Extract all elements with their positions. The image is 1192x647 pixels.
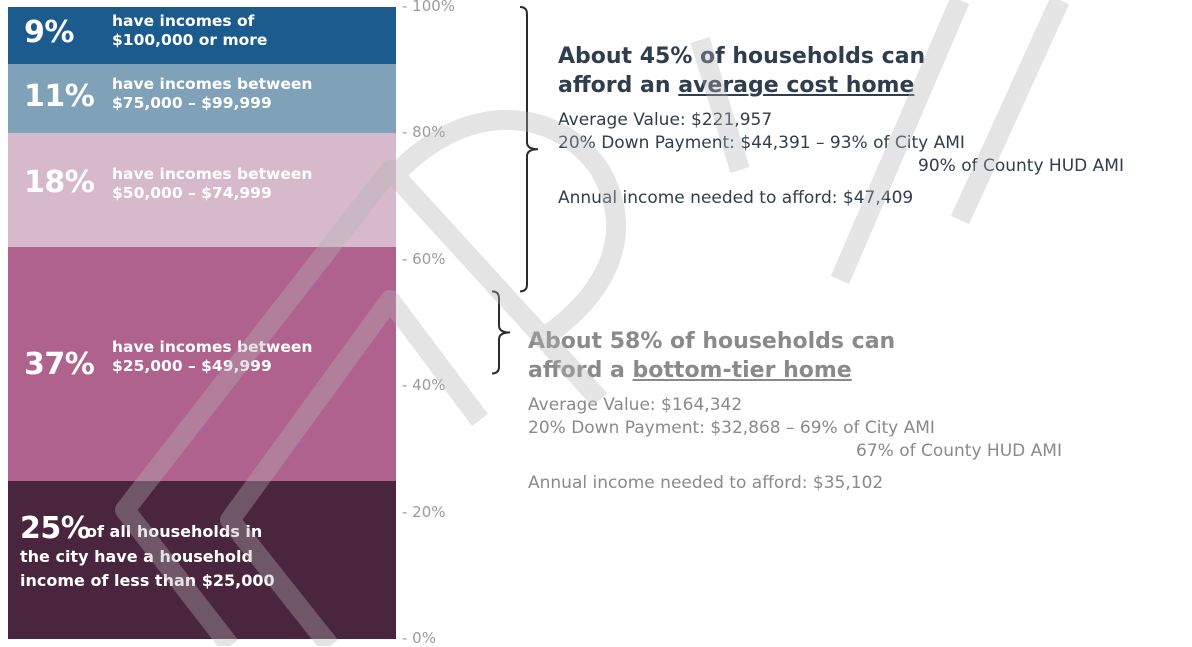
brace-average-home xyxy=(519,6,539,293)
segment-description: of all households in xyxy=(86,522,263,541)
segment-percent: 25% xyxy=(20,511,91,546)
segment-percent: 18% xyxy=(24,165,95,201)
segment-line: have incomes between xyxy=(112,165,313,184)
axis-tick-label: - 100% xyxy=(402,0,456,15)
annotation-heading-text: afford a xyxy=(528,358,633,383)
income-needed: Annual income needed to afford: $47,409 xyxy=(558,188,914,208)
segment-line: have incomes between xyxy=(112,74,313,93)
axis-tick-label: - 40% xyxy=(402,376,446,395)
segment-description: have incomes between $25,000 – $49,999 xyxy=(112,338,312,376)
axis-tick-label: - 80% xyxy=(402,123,446,142)
annotation-heading-text: afford an xyxy=(558,73,679,98)
down-payment-county: 67% of County HUD AMI xyxy=(856,441,1062,461)
average-value: Average Value: $221,957 xyxy=(558,110,773,130)
annotation-heading-emphasis: bottom-tier home xyxy=(632,358,852,383)
bar-segment-under-25k: 25% of all households in the city have a… xyxy=(8,481,396,639)
down-payment: 20% Down Payment: $44,391 – 93% of City … xyxy=(558,133,965,153)
axis-tick-label: - 20% xyxy=(402,502,446,521)
axis-tick-label: - 60% xyxy=(402,249,446,268)
average-value: Average Value: $164,342 xyxy=(528,395,743,415)
annotation-heading-line: afford a bottom-tier home xyxy=(528,356,1062,385)
axis-tick-label: - 0% xyxy=(402,629,436,647)
segment-description: have incomes of $100,000 or more xyxy=(112,12,267,50)
segment-percent: 37% xyxy=(24,347,95,383)
annotation-heading: About 58% of households can afford a bot… xyxy=(528,327,1062,385)
segment-line: have incomes of xyxy=(112,12,255,30)
segment-percent: 11% xyxy=(24,78,95,114)
annotation-average-home: About 45% of households can afford an av… xyxy=(558,42,1124,210)
segment-line: have incomes between xyxy=(112,338,313,357)
annotation-bottom-tier-home: About 58% of households can afford a bot… xyxy=(528,327,1062,495)
annotation-heading-line: About 58% of households can xyxy=(528,329,896,354)
annotation-heading: About 45% of households can afford an av… xyxy=(558,42,1124,100)
segment-description: have incomes between $50,000 – $74,999 xyxy=(112,165,312,203)
segment-line: income of less than $25,000 xyxy=(20,571,275,590)
segment-line: the city have a household xyxy=(20,547,253,566)
bar-segment-50k-74k: 18% have incomes between $50,000 – $74,9… xyxy=(8,133,396,248)
income-needed: Annual income needed to afford: $35,102 xyxy=(528,473,884,493)
segment-line: $100,000 or more xyxy=(112,31,268,49)
segment-description: the city have a household income of less… xyxy=(20,545,275,593)
down-payment: 20% Down Payment: $32,868 – 69% of City … xyxy=(528,418,935,438)
segment-line: $75,000 – $99,999 xyxy=(112,93,272,112)
segment-percent: 9% xyxy=(24,15,74,50)
annotation-heading-emphasis: average cost home xyxy=(678,73,915,98)
annotation-heading-line: About 45% of households can xyxy=(558,44,926,69)
down-payment-county: 90% of County HUD AMI xyxy=(918,156,1124,176)
bar-segment-75k-99k: 11% have incomes between $75,000 – $99,9… xyxy=(8,63,396,134)
segment-description: have incomes between $75,000 – $99,999 xyxy=(112,75,312,113)
segment-line: $25,000 – $49,999 xyxy=(112,357,272,376)
bar-segment-25k-49k: 37% have incomes between $25,000 – $49,9… xyxy=(8,247,396,481)
brace-bottom-tier-home xyxy=(491,290,511,375)
segment-line: $50,000 – $74,999 xyxy=(112,184,272,203)
bar-segment-100k-plus: 9% have incomes of $100,000 or more xyxy=(8,7,396,64)
annotation-heading-line: afford an average cost home xyxy=(558,71,1124,100)
